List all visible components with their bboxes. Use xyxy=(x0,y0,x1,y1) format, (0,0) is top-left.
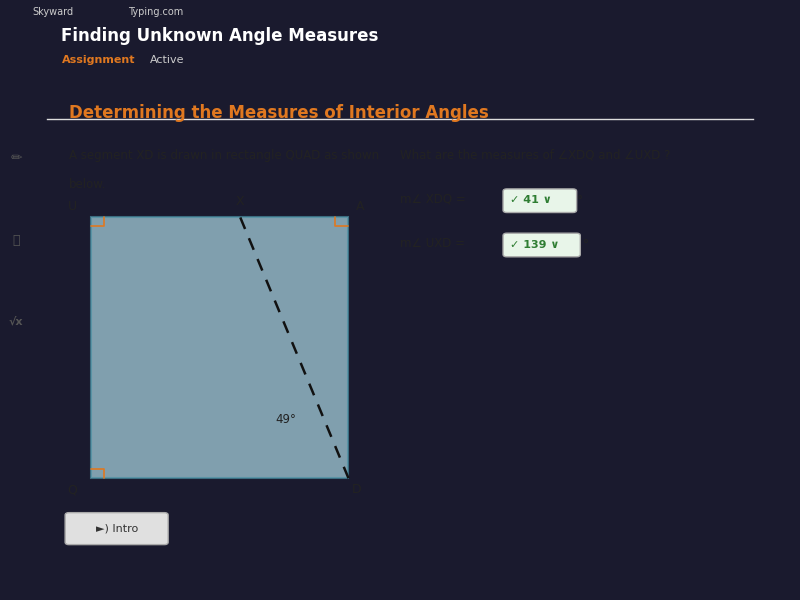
Text: Determining the Measures of Interior Angles: Determining the Measures of Interior Ang… xyxy=(69,104,489,122)
FancyBboxPatch shape xyxy=(503,233,580,257)
Text: Active: Active xyxy=(150,55,184,65)
Text: 49°: 49° xyxy=(275,413,296,425)
Text: °: ° xyxy=(577,194,582,207)
Text: D: D xyxy=(352,483,362,496)
Text: U: U xyxy=(68,200,77,212)
FancyBboxPatch shape xyxy=(65,512,168,545)
Text: ✓ 41 ∨: ✓ 41 ∨ xyxy=(510,195,552,205)
Text: Typing.com: Typing.com xyxy=(128,7,183,17)
Text: ✏: ✏ xyxy=(10,151,22,166)
Text: ✓ 139 ∨: ✓ 139 ∨ xyxy=(510,239,560,250)
Text: °: ° xyxy=(582,238,589,251)
Text: Assignment: Assignment xyxy=(62,55,135,65)
Text: Finding Unknown Angle Measures: Finding Unknown Angle Measures xyxy=(62,27,379,45)
Text: What are the measures of ∠XDQ and ∠UXD ?: What are the measures of ∠XDQ and ∠UXD ? xyxy=(400,149,670,161)
Text: ►) Intro: ►) Intro xyxy=(95,523,138,533)
FancyBboxPatch shape xyxy=(503,189,577,212)
Text: X: X xyxy=(236,194,245,208)
Text: A segment XD is drawn in rectangle QUAD as shown: A segment XD is drawn in rectangle QUAD … xyxy=(69,149,379,161)
Bar xyxy=(91,217,349,478)
Text: m∠ UXD =: m∠ UXD = xyxy=(400,237,465,250)
Text: 🎧: 🎧 xyxy=(12,233,20,247)
Text: Skyward: Skyward xyxy=(32,7,73,17)
Text: m∠ XDQ =: m∠ XDQ = xyxy=(400,193,466,206)
Text: below.: below. xyxy=(69,178,106,191)
Text: Q: Q xyxy=(67,483,78,496)
Text: √x: √x xyxy=(9,317,23,326)
Text: A: A xyxy=(356,200,364,212)
